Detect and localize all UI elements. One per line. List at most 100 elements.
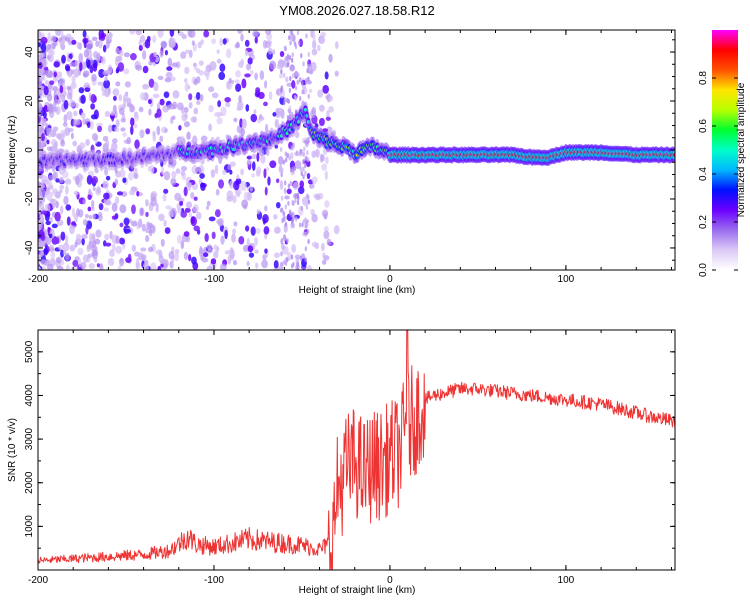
noise-blob [135, 64, 143, 71]
noise-blob [130, 105, 136, 113]
y-tick-label: 5000 [24, 340, 35, 363]
noise-blob [261, 259, 268, 269]
noise-blob [46, 93, 53, 102]
noise-blob [231, 233, 236, 243]
noise-blob [103, 79, 111, 89]
noise-blob [259, 70, 265, 81]
noise-blob [55, 178, 60, 183]
noise-blob [320, 37, 325, 45]
noise-blob [104, 200, 112, 206]
noise-blob [50, 250, 56, 260]
noise-blob [249, 186, 254, 192]
noise-blob [157, 265, 162, 270]
noise-blob [161, 165, 165, 175]
noise-blob [304, 163, 307, 169]
noise-blob [73, 110, 78, 117]
noise-blob [145, 211, 149, 217]
noise-blob [277, 107, 283, 115]
noise-blob [91, 73, 97, 82]
noise-blob [214, 209, 221, 218]
noise-blob [245, 49, 249, 57]
noise-blob [180, 170, 186, 176]
noise-blob [295, 70, 298, 76]
noise-blob [43, 104, 48, 111]
noise-blob [41, 133, 45, 142]
x-tick-label: 100 [558, 274, 575, 285]
noise-blob [38, 183, 46, 189]
noise-blob [245, 63, 252, 71]
noise-blob [306, 68, 309, 74]
noise-blob [268, 91, 273, 101]
noise-blob [301, 222, 304, 228]
noise-blob [232, 260, 238, 266]
noise-blob [114, 178, 119, 186]
noise-blob [298, 222, 302, 228]
noise-blob [214, 164, 219, 174]
noise-blob [152, 132, 156, 142]
noise-blob [156, 108, 162, 118]
noise-blob [203, 252, 209, 258]
noise-blob [48, 175, 54, 181]
noise-blob [146, 35, 151, 43]
noise-blob [286, 82, 293, 87]
noise-blob [92, 213, 96, 220]
noise-blob [297, 40, 301, 46]
noise-blob [288, 35, 291, 41]
noise-blob [178, 124, 182, 131]
noise-blob [148, 78, 155, 88]
noise-blob [295, 265, 298, 270]
y-tick-label: 2000 [24, 471, 35, 494]
noise-blob [66, 92, 72, 100]
noise-blob [119, 257, 125, 267]
noise-blob [74, 175, 80, 185]
noise-blob [145, 128, 151, 135]
y-tick-label: 0 [24, 147, 35, 153]
noise-blob [95, 53, 101, 62]
noise-blob [123, 217, 130, 226]
snr-frame [37, 329, 676, 571]
noise-blob [71, 207, 76, 218]
noise-blob [138, 207, 145, 217]
noise-blob [281, 167, 284, 173]
noise-blob [307, 52, 311, 58]
noise-blob [188, 93, 193, 101]
noise-blob [334, 41, 339, 49]
noise-blob [288, 155, 291, 161]
noise-blob [289, 30, 292, 35]
noise-blob [291, 199, 294, 205]
noise-blob [86, 244, 93, 250]
noise-blob [38, 265, 41, 270]
noise-blob [169, 40, 176, 48]
noise-blob [127, 171, 134, 181]
noise-blob [62, 250, 67, 256]
noise-blob [289, 33, 296, 42]
noise-blob [283, 259, 286, 265]
noise-blob [38, 202, 45, 210]
noise-blob [40, 36, 48, 45]
noise-blob [38, 84, 42, 94]
noise-blob [238, 235, 245, 245]
noise-blob [184, 66, 190, 75]
noise-blob [251, 161, 256, 171]
noise-blob [200, 135, 208, 142]
noise-blob [211, 38, 216, 45]
noise-blob [281, 218, 284, 224]
noise-blob [184, 49, 190, 54]
noise-blob [76, 42, 82, 50]
noise-blob [163, 170, 171, 181]
noise-blob [160, 263, 164, 268]
noise-blob [135, 30, 142, 36]
noise-blob [112, 95, 117, 101]
noise-blob [191, 256, 197, 265]
noise-blob [284, 180, 287, 186]
noise-blob [78, 209, 84, 218]
noise-blob [52, 126, 59, 132]
noise-blob [65, 65, 71, 72]
noise-blob [264, 41, 272, 49]
noise-blob [213, 111, 221, 118]
noise-blob [305, 33, 308, 39]
noise-blob [200, 182, 204, 187]
noise-blob [290, 263, 294, 269]
noise-blob [305, 77, 308, 83]
noise-blob [265, 123, 269, 134]
